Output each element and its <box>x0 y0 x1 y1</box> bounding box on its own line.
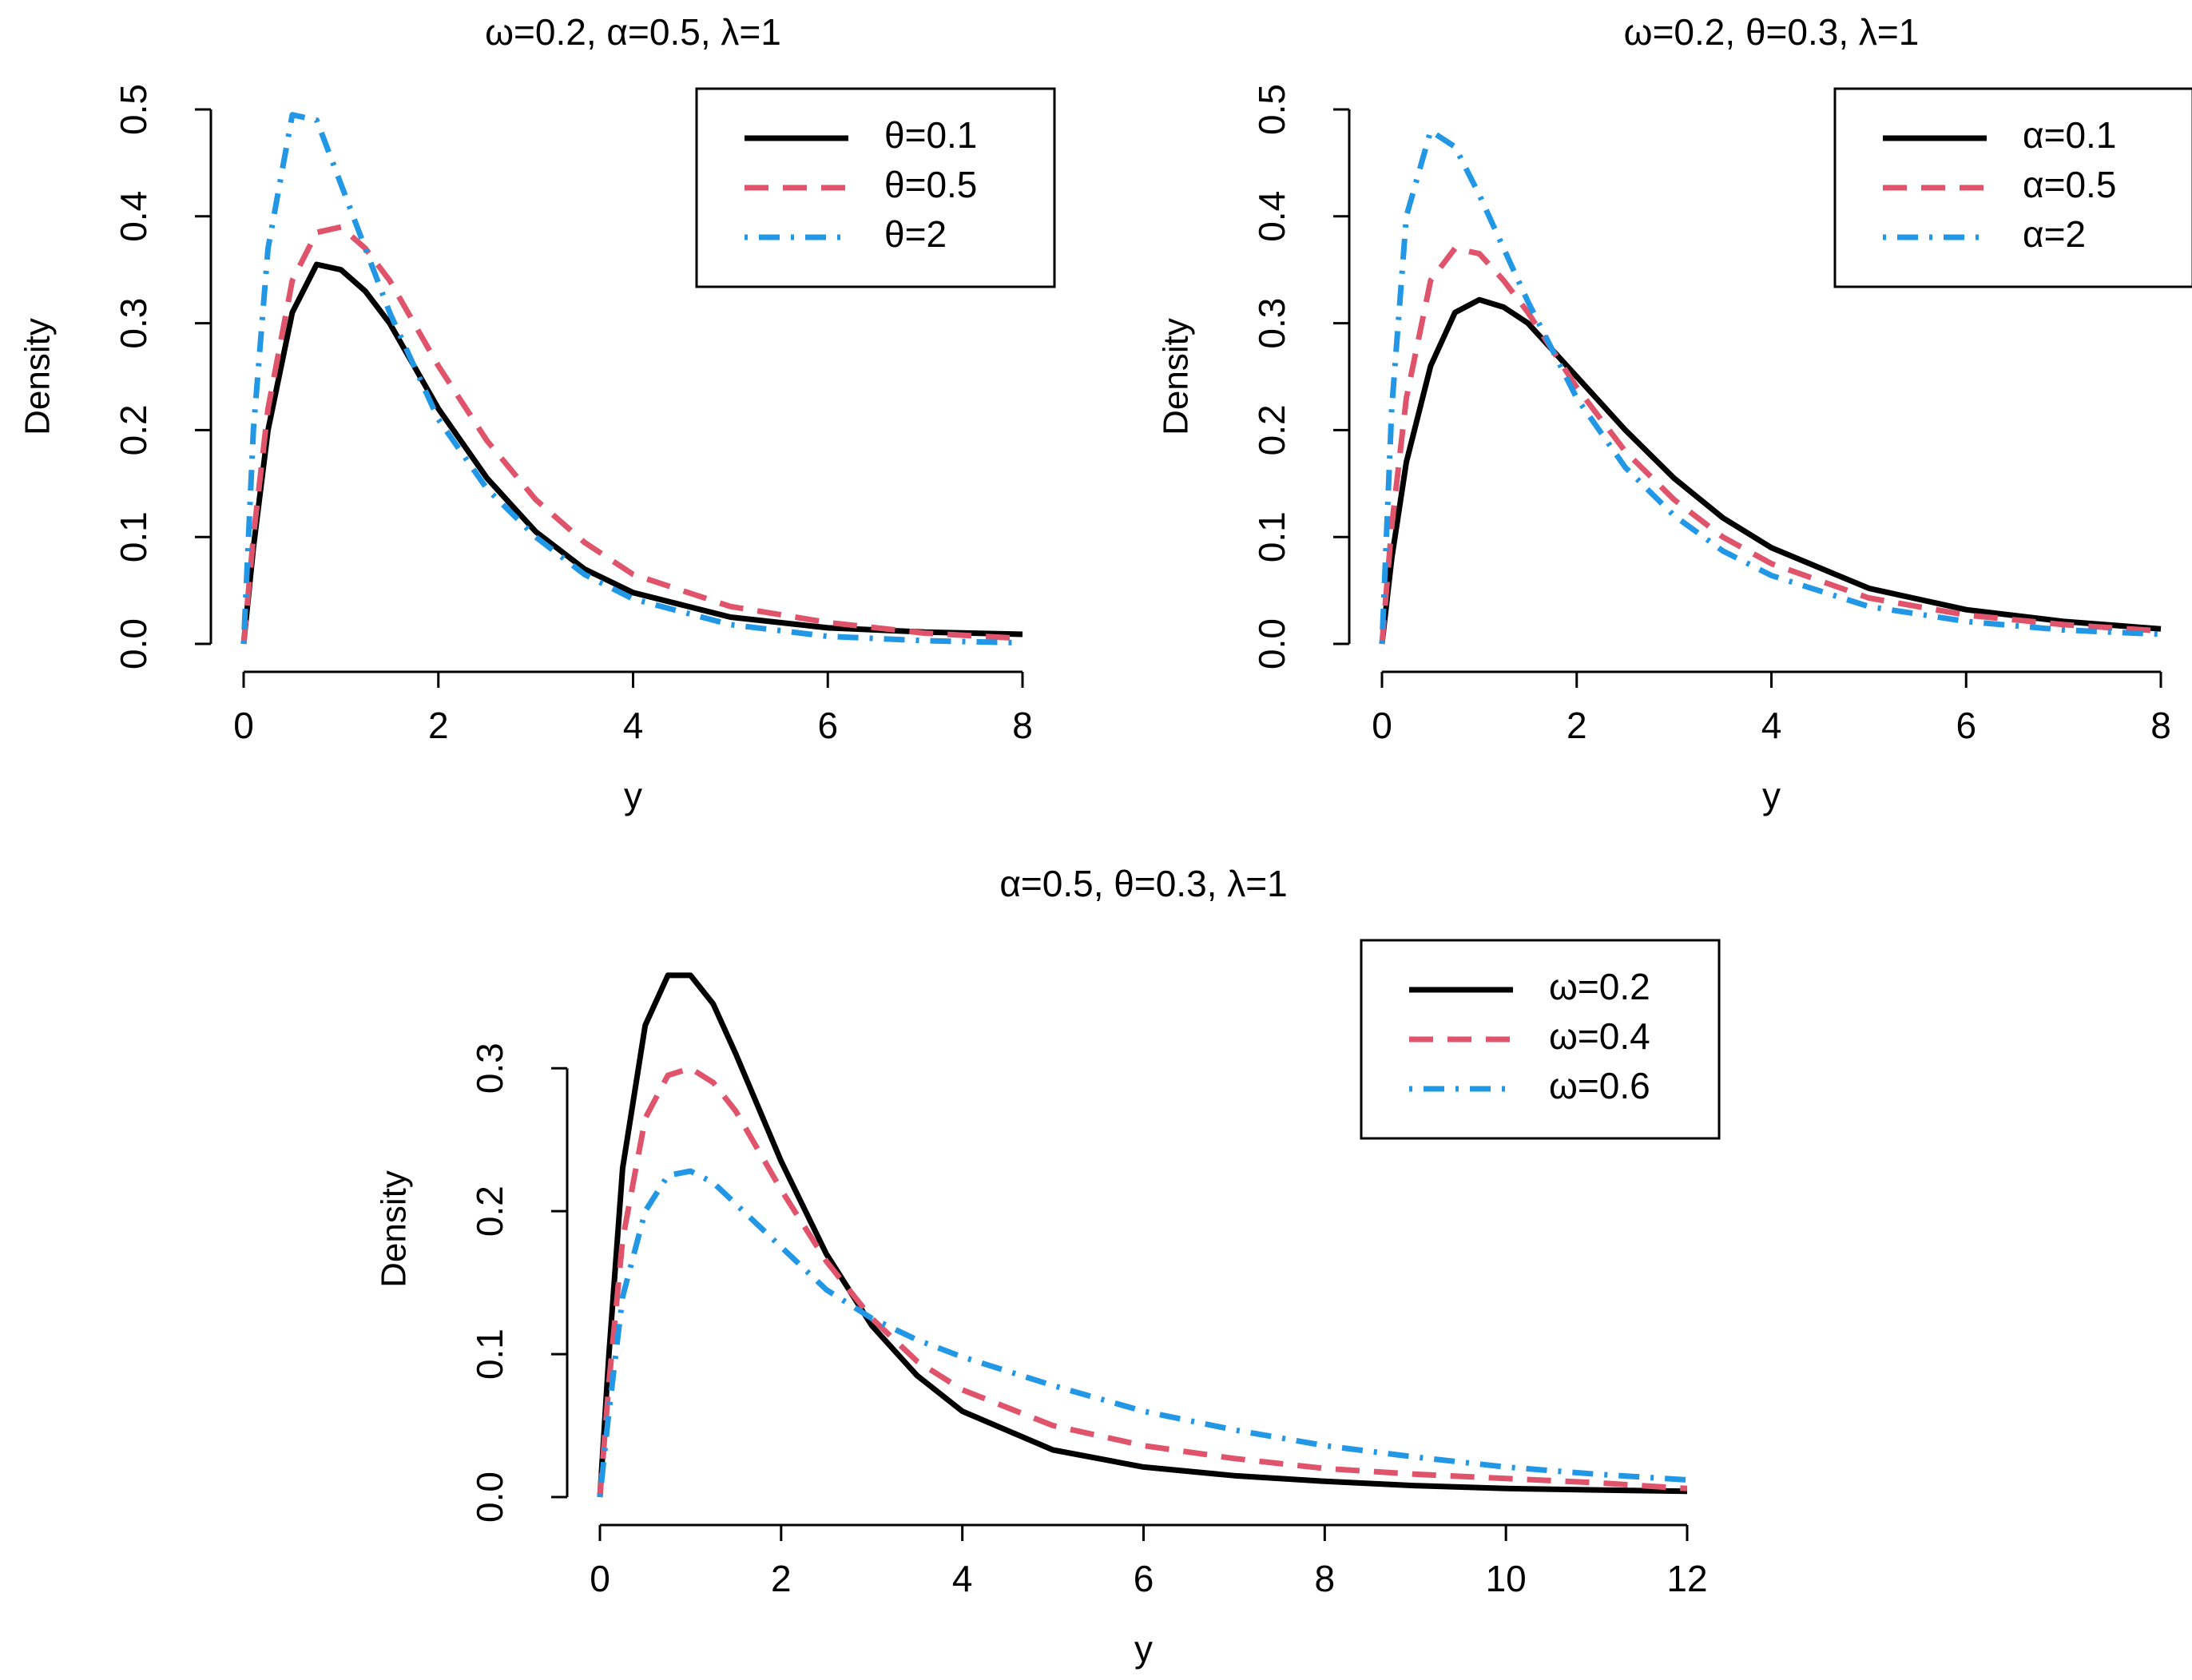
data-line <box>1379 296 2162 645</box>
x-tick-label: 4 <box>1761 705 1782 746</box>
y-tick-label: 0.3 <box>1251 298 1293 349</box>
x-tick-label: 6 <box>1956 705 1976 746</box>
x-tick-label: 4 <box>952 1558 973 1599</box>
x-tick-label: 2 <box>428 705 449 746</box>
y-tick-label: 0.2 <box>469 1186 510 1237</box>
chart: ω=0.2, α=0.5, λ=1 y Density 0 2 4 6 8 0.0 0.1 0.2 0… <box>18 11 1056 816</box>
x-tick-label: 12 <box>1666 1558 1707 1599</box>
y-tick-label: 0.3 <box>113 298 154 349</box>
data-line <box>1379 245 2162 645</box>
y-tick-label: 0.0 <box>469 1471 510 1523</box>
x-axis-label: y <box>624 775 642 816</box>
data-line <box>1379 128 2162 645</box>
chart: ω=0.2, θ=0.3, λ=1 y Density 0 2 4 6 8 0.0 0.1 0.2 0… <box>1157 11 2192 816</box>
x-axis-label: y <box>1762 775 1781 816</box>
data-line <box>597 1168 1688 1498</box>
x-tick-label: 8 <box>2150 705 2171 746</box>
data-line <box>240 224 1023 645</box>
legend-label: θ=2 <box>884 213 947 255</box>
x-tick-label: 6 <box>817 705 838 746</box>
y-tick-label: 0.2 <box>1251 404 1293 455</box>
legend-label: α=0.5 <box>2023 164 2116 205</box>
chart-title: ω=0.2, θ=0.3, λ=1 <box>1624 11 1920 53</box>
y-axis-label: Density <box>18 318 58 435</box>
data-line <box>240 112 1023 646</box>
chart-title: α=0.5, θ=0.3, λ=1 <box>999 863 1287 904</box>
y-tick-label: 0.4 <box>1251 191 1293 242</box>
y-tick-label: 0.3 <box>469 1043 510 1094</box>
x-axis-label: y <box>1134 1628 1153 1670</box>
y-tick-label: 0.4 <box>113 191 154 242</box>
y-tick-label: 0.5 <box>113 84 154 135</box>
legend-label: α=2 <box>2023 213 2086 255</box>
x-tick-label: 4 <box>623 705 644 746</box>
y-tick-label: 0.5 <box>1251 84 1293 135</box>
legend-label: ω=0.4 <box>1549 1015 1650 1057</box>
x-tick-label: 0 <box>233 705 254 746</box>
x-tick-label: 8 <box>1315 1558 1336 1599</box>
x-tick-label: 10 <box>1486 1558 1527 1599</box>
legend-label: ω=0.6 <box>1549 1065 1650 1106</box>
data-line <box>597 1065 1688 1498</box>
y-tick-label: 0.1 <box>469 1329 510 1380</box>
chart-title: ω=0.2, α=0.5, λ=1 <box>485 11 781 53</box>
legend: α=0.1 α=0.5 α=2 <box>1833 87 2192 288</box>
y-tick-label: 0.2 <box>113 404 154 455</box>
x-tick-label: 0 <box>590 1558 610 1599</box>
chart: α=0.5, θ=0.3, λ=1 y Density 0 2 4 6 8 10 12 0.0 0.1… <box>375 863 1721 1670</box>
legend: ω=0.2 ω=0.4 ω=0.6 <box>1360 939 1721 1140</box>
y-tick-label: 0.0 <box>113 618 154 669</box>
x-tick-label: 6 <box>1134 1558 1154 1599</box>
legend-label: θ=0.5 <box>884 164 977 205</box>
y-tick-label: 0.1 <box>1251 511 1293 562</box>
y-axis-label: Density <box>1157 318 1196 435</box>
x-tick-label: 8 <box>1012 705 1033 746</box>
legend-label: ω=0.2 <box>1549 966 1650 1007</box>
y-axis-label: Density <box>375 1170 414 1288</box>
data-line <box>240 261 1023 645</box>
x-tick-label: 2 <box>1567 705 1587 746</box>
data-line <box>597 972 1688 1498</box>
legend-label: θ=0.1 <box>884 114 977 156</box>
y-tick-label: 0.0 <box>1251 618 1293 669</box>
legend: θ=0.1 θ=0.5 θ=2 <box>695 87 1056 288</box>
x-tick-label: 2 <box>771 1558 792 1599</box>
y-tick-label: 0.1 <box>113 511 154 562</box>
x-tick-label: 0 <box>1372 705 1392 746</box>
legend-label: α=0.1 <box>2023 114 2116 156</box>
